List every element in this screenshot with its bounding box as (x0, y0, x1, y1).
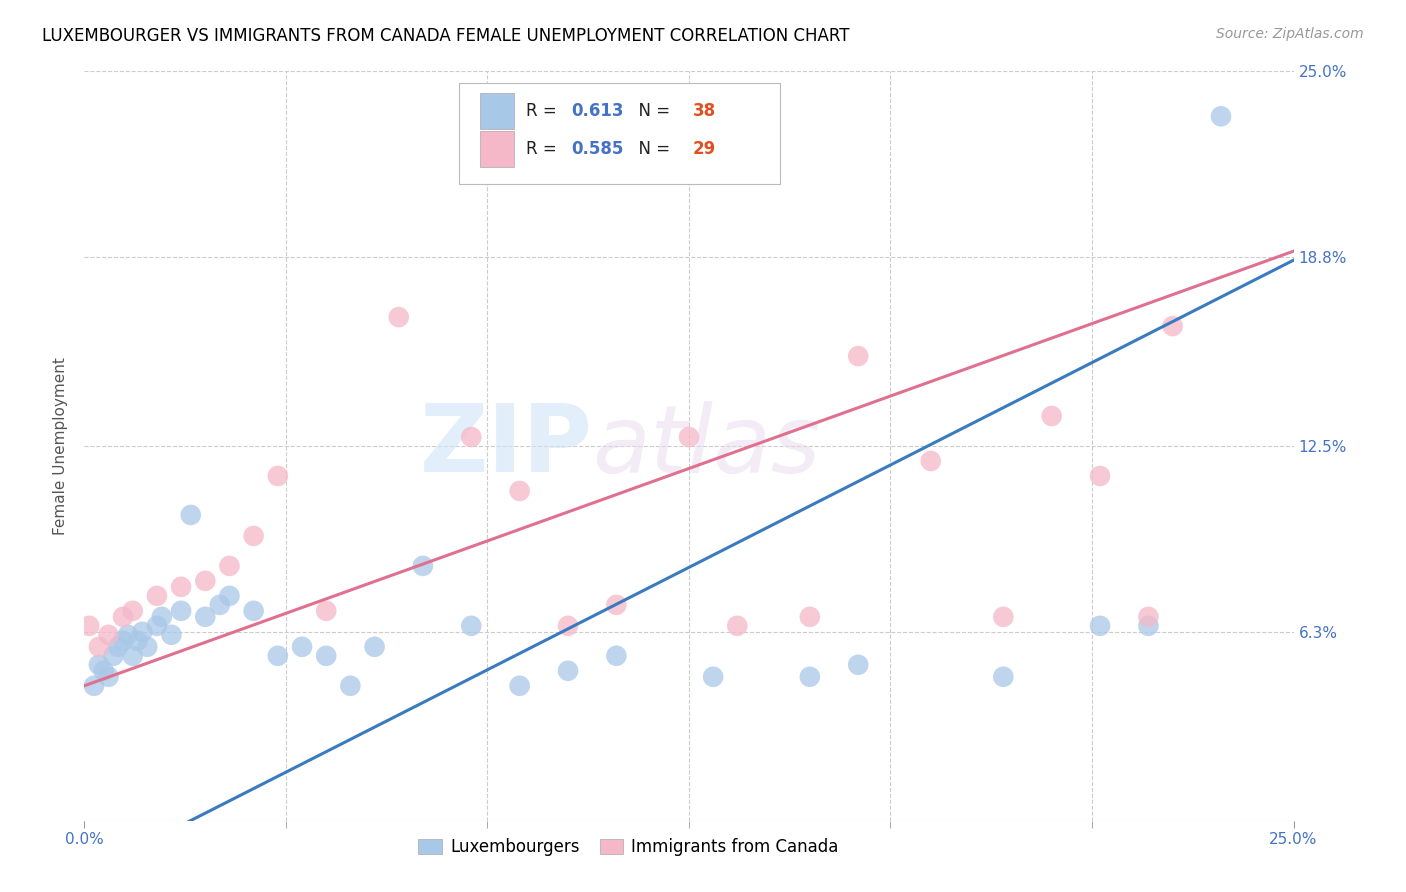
Point (180, 508, 202, 522)
Point (799, 670, 821, 684)
Point (460, 619, 482, 633)
Text: atlas: atlas (592, 401, 821, 491)
Point (1137, 619, 1160, 633)
Point (725, 619, 748, 633)
Text: 38: 38 (693, 102, 716, 120)
Point (194, 610, 217, 624)
Point (1088, 469, 1111, 483)
Point (208, 598, 231, 612)
Point (1161, 319, 1184, 334)
Point (1040, 409, 1063, 423)
Point (557, 619, 579, 633)
Point (170, 580, 193, 594)
Point (920, 454, 942, 468)
Point (117, 628, 139, 642)
Point (103, 648, 125, 663)
Point (363, 640, 385, 654)
Text: LUXEMBOURGER VS IMMIGRANTS FROM CANADA FEMALE UNEMPLOYMENT CORRELATION CHART: LUXEMBOURGER VS IMMIGRANTS FROM CANADA F… (42, 27, 849, 45)
Point (993, 670, 1015, 684)
Point (146, 619, 169, 633)
Legend: Luxembourgers, Immigrants from Canada: Luxembourgers, Immigrants from Canada (411, 830, 846, 864)
Point (127, 633, 149, 648)
Point (509, 679, 531, 693)
Point (267, 648, 290, 663)
Point (315, 648, 337, 663)
Point (170, 604, 193, 618)
Point (678, 430, 700, 444)
Point (557, 664, 579, 678)
Point (267, 469, 290, 483)
Point (112, 633, 135, 648)
Point (218, 589, 240, 603)
Point (460, 430, 482, 444)
Point (93, 664, 115, 678)
Point (83, 679, 105, 693)
Point (702, 670, 724, 684)
Text: N =: N = (628, 139, 676, 158)
Point (605, 648, 627, 663)
Point (136, 640, 159, 654)
Point (388, 310, 411, 325)
Point (605, 598, 627, 612)
Point (121, 604, 143, 618)
Point (993, 610, 1015, 624)
Point (131, 624, 153, 639)
Point (509, 483, 531, 498)
Point (160, 628, 183, 642)
Point (218, 558, 240, 573)
Point (87, 657, 110, 672)
Point (150, 610, 173, 624)
Point (1088, 619, 1111, 633)
Point (339, 679, 361, 693)
Y-axis label: Female Unemployment: Female Unemployment (53, 357, 69, 535)
Text: 0.585: 0.585 (572, 139, 624, 158)
Point (315, 604, 337, 618)
FancyBboxPatch shape (479, 93, 513, 129)
Point (846, 657, 869, 672)
FancyBboxPatch shape (460, 83, 780, 184)
Text: ZIP: ZIP (419, 400, 592, 492)
Point (121, 648, 143, 663)
Point (112, 610, 135, 624)
Point (846, 349, 869, 363)
Point (412, 558, 434, 573)
FancyBboxPatch shape (479, 130, 513, 167)
Text: N =: N = (628, 102, 676, 120)
Point (107, 640, 129, 654)
Point (77, 619, 100, 633)
Text: Source: ZipAtlas.com: Source: ZipAtlas.com (1216, 27, 1364, 41)
Text: R =: R = (526, 102, 562, 120)
Point (291, 640, 314, 654)
Text: 29: 29 (693, 139, 716, 158)
Text: R =: R = (526, 139, 562, 158)
Point (1137, 610, 1160, 624)
Point (799, 610, 821, 624)
Point (1209, 109, 1232, 123)
Point (97, 670, 120, 684)
Point (242, 529, 264, 543)
Point (242, 604, 264, 618)
Text: 0.613: 0.613 (572, 102, 624, 120)
Point (97, 628, 120, 642)
Point (194, 574, 217, 588)
Point (146, 589, 169, 603)
Point (87, 640, 110, 654)
